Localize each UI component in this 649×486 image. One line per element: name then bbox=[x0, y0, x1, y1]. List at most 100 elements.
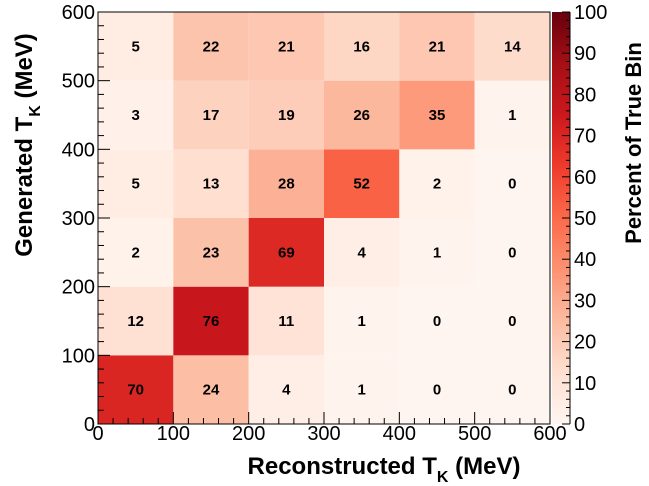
x-tick-label: 300 bbox=[307, 423, 340, 445]
z-tick-label: 30 bbox=[574, 290, 596, 312]
cell-value-label: 22 bbox=[203, 38, 220, 55]
cell-value-label: 1 bbox=[433, 244, 441, 261]
z-tick-label: 70 bbox=[574, 126, 596, 148]
heatmap-cell bbox=[248, 286, 324, 356]
cell-value-label: 3 bbox=[131, 107, 139, 124]
heatmap-cell bbox=[399, 80, 475, 150]
cell-value-label: 13 bbox=[203, 176, 220, 193]
y-tick-label: 600 bbox=[62, 2, 95, 24]
y-tick-label: 100 bbox=[62, 345, 95, 367]
heatmap-cell bbox=[474, 149, 550, 218]
x-tick-label: 500 bbox=[458, 423, 491, 445]
cell-value-label: 4 bbox=[357, 244, 366, 261]
y-tick-label: 400 bbox=[62, 139, 95, 161]
heatmap-cell bbox=[173, 286, 249, 356]
cell-value-label: 16 bbox=[353, 38, 370, 55]
heatmap-cell bbox=[98, 286, 174, 356]
color-scale-axis: 0 10 20 30 40 50 60 70 80 90 100 bbox=[562, 2, 607, 436]
x-axis-title: Reconstructed TK (MeV) bbox=[248, 453, 521, 486]
cell-value-label: 2 bbox=[433, 176, 441, 193]
heatmap-cell bbox=[474, 218, 550, 287]
cell-value-label: 14 bbox=[504, 38, 521, 55]
cell-value-label: 0 bbox=[508, 313, 516, 330]
heatmap-cell bbox=[324, 12, 400, 81]
cell-value-label: 11 bbox=[278, 313, 294, 330]
z-tick-label: 100 bbox=[574, 2, 607, 24]
color-scale-title: Percent of True Bin bbox=[621, 42, 646, 244]
cell-value-label: 35 bbox=[429, 107, 446, 124]
heatmap-cell bbox=[248, 149, 324, 218]
z-tick-label: 10 bbox=[574, 373, 596, 395]
x-tick-label: 200 bbox=[232, 423, 265, 445]
z-tick-label: 80 bbox=[574, 84, 596, 106]
cell-value-label: 0 bbox=[508, 176, 516, 193]
color-scale-bar bbox=[552, 12, 570, 424]
heatmap-cell bbox=[474, 286, 550, 356]
cell-value-label: 0 bbox=[508, 244, 516, 261]
cell-value-label: 0 bbox=[433, 382, 441, 399]
y-tick-label: 300 bbox=[62, 208, 95, 230]
heatmap-cell bbox=[98, 149, 174, 218]
y-axis: 0 100 200 300 400 500 600 bbox=[62, 2, 110, 436]
heatmap-cell bbox=[248, 80, 324, 150]
cell-value-label: 26 bbox=[353, 107, 370, 124]
z-tick-label: 60 bbox=[574, 167, 596, 189]
y-tick-label: 0 bbox=[84, 414, 95, 436]
heatmap-cell bbox=[324, 355, 400, 424]
cell-value-label: 0 bbox=[433, 313, 441, 330]
heatmap-cell bbox=[248, 12, 324, 81]
cell-value-label: 23 bbox=[203, 244, 220, 261]
heatmap-cell bbox=[248, 355, 324, 424]
x-tick-label: 400 bbox=[383, 423, 416, 445]
cell-value-label: 2 bbox=[131, 244, 139, 261]
cell-value-label: 28 bbox=[278, 176, 295, 193]
z-tick-label: 40 bbox=[574, 249, 596, 271]
cell-value-label: 1 bbox=[357, 313, 365, 330]
heatmap-cell bbox=[474, 12, 550, 81]
heatmap-cell bbox=[399, 286, 475, 356]
cell-value-label: 52 bbox=[353, 176, 370, 193]
heatmap-cell bbox=[98, 80, 174, 150]
heatmap-cell bbox=[324, 218, 400, 287]
y-axis-title: Generated TK (MeV) bbox=[11, 33, 44, 257]
heatmap-cell bbox=[98, 218, 174, 287]
heatmap-cell bbox=[98, 12, 174, 81]
cell-value-label: 5 bbox=[131, 176, 139, 193]
cell-value-labels: 70 24 4 1 0 012 76 11 1 0 02 23 69 4 1 05 13 28 52 2 03 17 19 2… bbox=[127, 38, 521, 398]
cell-value-label: 21 bbox=[278, 38, 295, 55]
heatmap-cell bbox=[173, 355, 249, 424]
heatmap-cell bbox=[324, 149, 400, 218]
cell-value-label: 4 bbox=[282, 382, 291, 399]
heatmap-cell bbox=[399, 12, 475, 81]
heatmap-cell bbox=[173, 12, 249, 81]
heatmap-cell bbox=[399, 218, 475, 287]
y-tick-label: 200 bbox=[62, 277, 95, 299]
heatmap-cells bbox=[98, 12, 550, 424]
cell-value-label: 1 bbox=[357, 382, 365, 399]
z-tick-label: 50 bbox=[574, 208, 596, 230]
z-tick-label: 90 bbox=[574, 43, 596, 65]
heatmap-cell bbox=[324, 80, 400, 150]
cell-value-label: 0 bbox=[508, 382, 516, 399]
x-tick-label: 0 bbox=[92, 423, 103, 445]
x-tick-label: 100 bbox=[157, 423, 190, 445]
y-tick-label: 500 bbox=[62, 71, 95, 93]
cell-value-label: 17 bbox=[203, 107, 220, 124]
heatmap-cell bbox=[248, 218, 324, 287]
cell-value-label: 69 bbox=[278, 244, 295, 261]
cell-value-label: 70 bbox=[127, 382, 144, 399]
heatmap-cell bbox=[474, 355, 550, 424]
heatmap-cell bbox=[324, 286, 400, 356]
cell-value-label: 19 bbox=[278, 107, 295, 124]
heatmap-cell bbox=[399, 149, 475, 218]
x-tick-label: 600 bbox=[533, 423, 566, 445]
z-tick-label: 0 bbox=[574, 414, 585, 436]
cell-value-label: 76 bbox=[203, 313, 220, 330]
heatmap-cell bbox=[173, 218, 249, 287]
heatmap-cell bbox=[173, 149, 249, 218]
cell-value-label: 5 bbox=[131, 38, 139, 55]
heatmap-cell bbox=[98, 355, 174, 424]
heatmap-cell bbox=[173, 80, 249, 150]
cell-value-label: 1 bbox=[508, 107, 516, 124]
